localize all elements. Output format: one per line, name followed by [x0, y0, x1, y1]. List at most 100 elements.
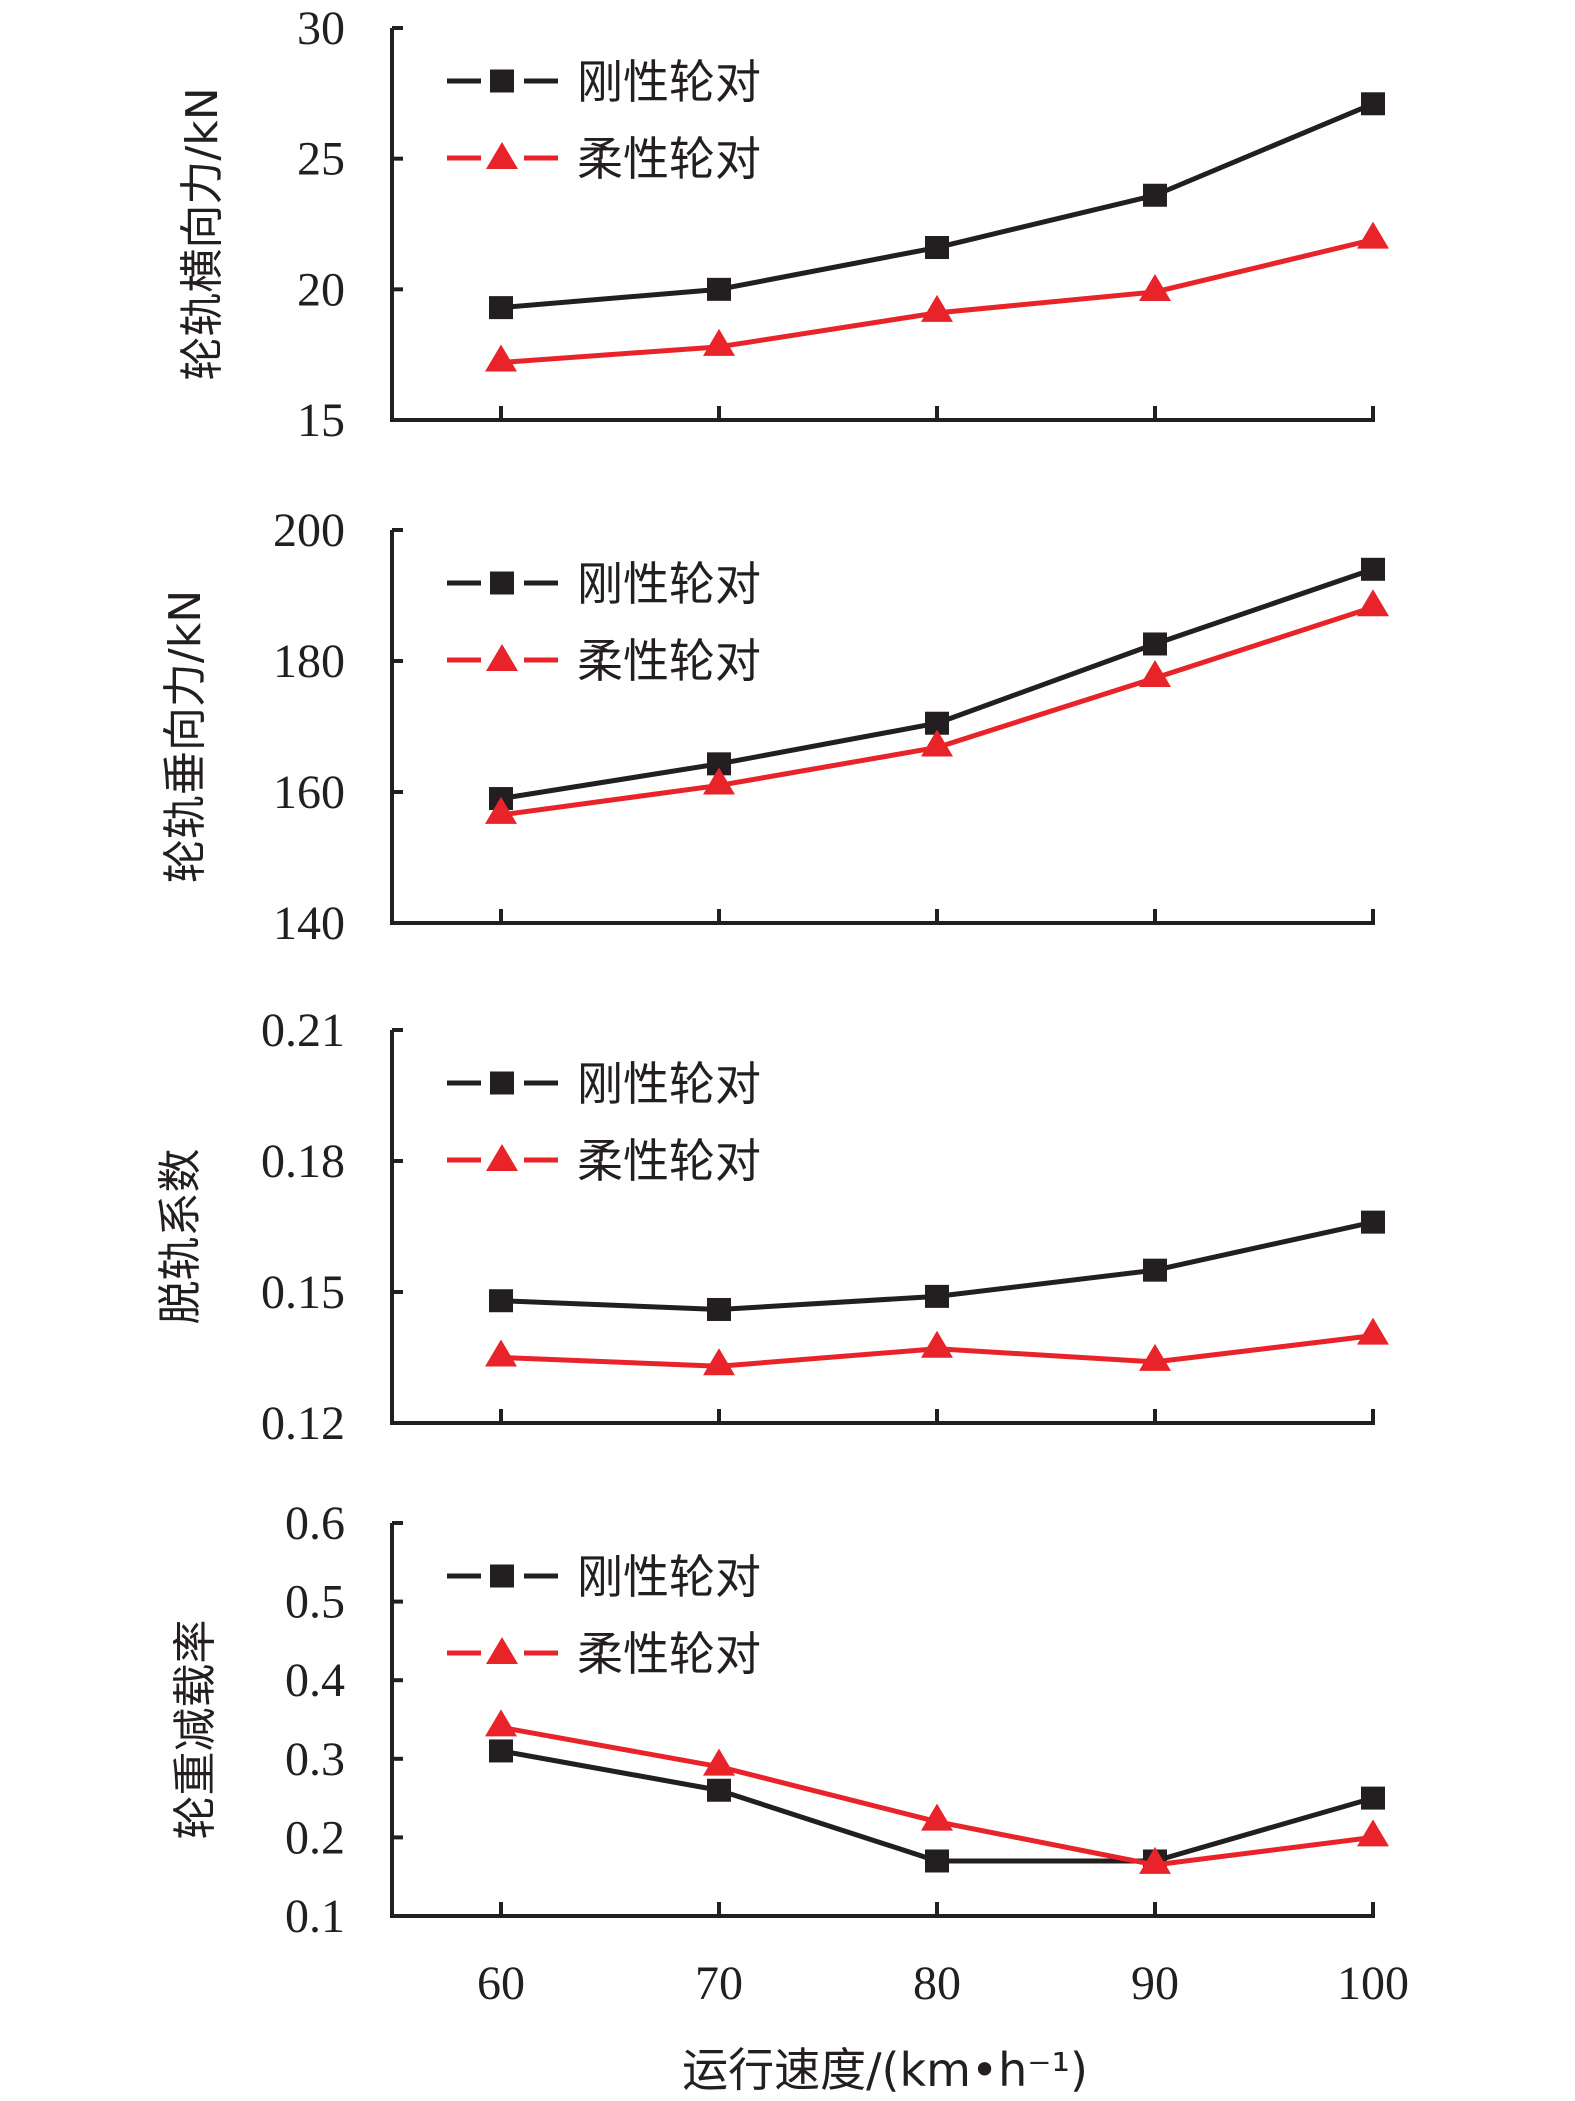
data-point	[921, 729, 953, 757]
legend-square-marker-icon	[490, 1071, 514, 1095]
y-tick-label: 0.12	[261, 1397, 345, 1450]
legend-entry: 柔性轮对	[447, 1134, 761, 1188]
data-point	[1139, 1343, 1171, 1371]
data-point	[1361, 557, 1385, 581]
legend-entry: 柔性轮对	[447, 1627, 761, 1681]
data-point	[489, 296, 513, 320]
data-point	[1139, 273, 1171, 301]
y-tick-label: 0.18	[261, 1135, 345, 1188]
data-point	[703, 1348, 735, 1376]
series-rigid	[489, 92, 1385, 320]
data-point	[489, 1739, 513, 1763]
legend-entry: 刚性轮对	[447, 1057, 761, 1111]
data-point	[1361, 1210, 1385, 1234]
y-tick-label: 0.4	[285, 1654, 345, 1707]
y-tick-label: 140	[273, 897, 345, 950]
data-point	[707, 277, 731, 301]
data-point	[1361, 92, 1385, 116]
legend-triangle-marker-icon	[486, 142, 518, 169]
data-point	[1357, 589, 1389, 617]
data-point	[1143, 1258, 1167, 1282]
y-tick-label: 30	[297, 2, 345, 55]
data-point	[1357, 1819, 1389, 1847]
x-tick-label: 60	[477, 1957, 525, 2010]
x-tick-label: 90	[1131, 1957, 1179, 2010]
y-tick-label: 0.1	[285, 1890, 345, 1943]
data-point	[1143, 183, 1167, 207]
data-point	[1357, 221, 1389, 249]
data-point	[1143, 632, 1167, 656]
data-point	[925, 1849, 949, 1873]
series-rigid	[489, 1210, 1385, 1321]
data-point	[921, 1330, 953, 1358]
y-axis-title: 轮轨垂向力/kN	[160, 590, 211, 883]
y-tick-label: 0.15	[261, 1266, 345, 1319]
data-point	[485, 344, 517, 372]
data-point	[703, 1748, 735, 1776]
data-point	[485, 796, 517, 824]
y-tick-label: 20	[297, 263, 345, 316]
series-line	[500, 1724, 1374, 1868]
data-point	[485, 1339, 517, 1367]
legend-square-marker-icon	[490, 69, 514, 93]
data-point	[707, 1778, 731, 1802]
series-flexible	[485, 221, 1389, 372]
legend-label: 柔性轮对	[577, 1134, 761, 1188]
series-flexible	[485, 1317, 1389, 1376]
x-tick-label: 100	[1337, 1957, 1409, 2010]
legend-label: 柔性轮对	[577, 1627, 761, 1681]
legend-triangle-marker-icon	[486, 644, 518, 671]
legend-entry: 柔性轮对	[447, 132, 761, 186]
data-point	[925, 236, 949, 260]
y-axis-title: 轮轨横向力/kN	[177, 87, 228, 380]
y-tick-label: 0.6	[285, 1497, 345, 1550]
data-point	[1357, 1317, 1389, 1345]
y-axis-title: 轮重减载率	[170, 1620, 221, 1840]
legend-label: 刚性轮对	[577, 1057, 761, 1111]
x-tick-label: 80	[913, 1957, 961, 2010]
series-rigid	[489, 557, 1385, 811]
data-point	[921, 294, 953, 322]
y-tick-label: 15	[297, 394, 345, 447]
data-point	[707, 752, 731, 776]
legend-label: 刚性轮对	[577, 557, 761, 611]
legend-square-marker-icon	[490, 1564, 514, 1588]
legend-triangle-marker-icon	[486, 1144, 518, 1171]
data-point	[485, 1709, 517, 1737]
series-flexible	[485, 589, 1389, 824]
y-tick-label: 180	[273, 635, 345, 688]
series-flexible	[485, 1709, 1389, 1874]
legend-entry: 刚性轮对	[447, 1550, 761, 1604]
y-tick-label: 160	[273, 766, 345, 819]
data-point	[707, 1297, 731, 1321]
y-tick-label: 0.5	[285, 1576, 345, 1629]
y-tick-label: 25	[297, 133, 345, 186]
y-axis-title: 脱轨系数	[155, 1149, 206, 1325]
data-point	[1139, 660, 1171, 688]
data-point	[1139, 1846, 1171, 1874]
y-tick-label: 0.21	[261, 1004, 345, 1057]
data-point	[925, 1284, 949, 1308]
legend-label: 柔性轮对	[577, 634, 761, 688]
data-point	[703, 328, 735, 356]
chart-panels: 15202530轮轨横向力/kN刚性轮对柔性轮对140160180200轮轨垂向…	[155, 2, 1389, 1943]
legend-label: 刚性轮对	[577, 1550, 761, 1604]
legend-triangle-marker-icon	[486, 1637, 518, 1664]
x-tick-label: 70	[695, 1957, 743, 2010]
legend-label: 柔性轮对	[577, 132, 761, 186]
legend-entry: 刚性轮对	[447, 55, 761, 109]
data-point	[925, 711, 949, 735]
data-point	[703, 767, 735, 795]
y-tick-label: 0.3	[285, 1733, 345, 1786]
data-point	[489, 1289, 513, 1313]
x-axis-title: 运行速度/(km•h⁻¹)	[682, 2043, 1088, 2097]
